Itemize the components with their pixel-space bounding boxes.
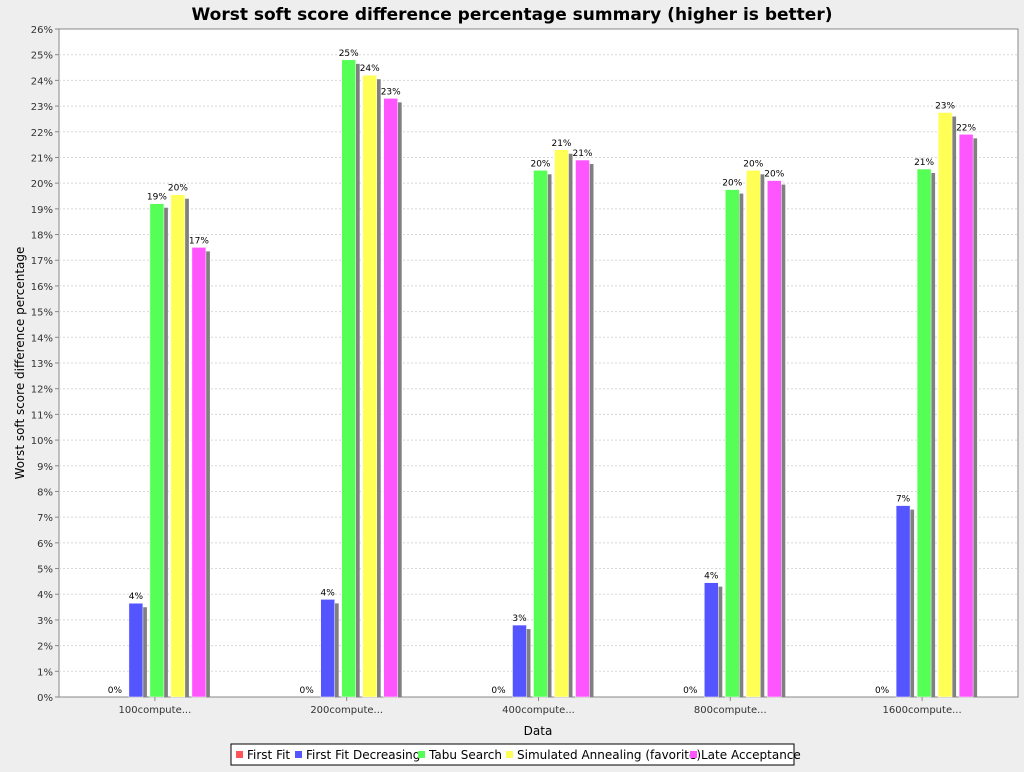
bars xyxy=(128,59,978,698)
legend-label: First Fit xyxy=(247,748,290,762)
y-axis-label: Worst soft score difference percentage xyxy=(13,247,27,480)
y-tick-label: 2% xyxy=(37,642,53,653)
chart-title: Worst soft score difference percentage s… xyxy=(192,5,833,25)
legend-swatch xyxy=(690,751,697,758)
data-label: 24% xyxy=(360,64,380,74)
data-label: 0% xyxy=(300,686,315,696)
x-tick-label: 1600compute... xyxy=(883,705,962,716)
y-tick-label: 11% xyxy=(31,410,53,421)
data-label: 20% xyxy=(722,179,742,189)
x-tick-label: 100compute... xyxy=(119,705,192,716)
bar xyxy=(149,203,165,698)
data-label: 0% xyxy=(875,686,890,696)
bar xyxy=(554,149,569,698)
y-tick-label: 0% xyxy=(37,693,53,704)
bar xyxy=(746,170,761,698)
y-tick-label: 5% xyxy=(37,565,53,576)
data-label: 0% xyxy=(491,686,506,696)
bar xyxy=(533,170,548,698)
bar xyxy=(362,74,377,698)
bar xyxy=(704,582,719,698)
bar xyxy=(191,247,207,698)
x-tick-label: 800compute... xyxy=(694,705,767,716)
data-label: 3% xyxy=(512,614,527,624)
y-tick-label: 6% xyxy=(37,539,53,550)
data-label: 17% xyxy=(189,236,209,246)
y-tick-label: 1% xyxy=(37,667,53,678)
y-tick-label: 12% xyxy=(31,385,53,396)
y-axis: 0% 1% 2% 3% 4% 5% 6% 7% 8% 9% 10% 11% 12% 13% 14% 15% 16… xyxy=(31,25,59,704)
y-tick-label: 26% xyxy=(31,25,53,36)
x-tick-label: 200compute... xyxy=(310,705,383,716)
legend-swatch xyxy=(418,751,425,758)
y-tick-label: 4% xyxy=(37,590,53,601)
y-tick-label: 14% xyxy=(31,333,53,344)
y-tick-label: 9% xyxy=(37,462,53,473)
legend-label: Simulated Annealing (favorite) xyxy=(517,748,701,762)
y-tick-label: 22% xyxy=(31,128,53,139)
y-tick-label: 19% xyxy=(31,205,53,216)
legend-label: Late Acceptance xyxy=(701,748,801,762)
data-label: 23% xyxy=(935,102,955,112)
legend-swatch xyxy=(295,751,302,758)
data-label: 21% xyxy=(914,158,934,168)
x-axis: 100compute... 200compute... 400compute... 8… xyxy=(119,697,962,716)
y-tick-label: 16% xyxy=(31,282,53,293)
bar xyxy=(320,599,335,698)
bar xyxy=(383,98,398,698)
bar xyxy=(937,112,953,698)
x-axis-label: Data xyxy=(524,724,553,738)
y-tick-label: 10% xyxy=(31,436,53,447)
y-tick-label: 3% xyxy=(37,616,53,627)
data-label: 4% xyxy=(321,588,336,598)
data-label: 21% xyxy=(551,139,571,149)
y-tick-label: 21% xyxy=(31,153,53,164)
y-tick-label: 25% xyxy=(31,51,53,62)
bar xyxy=(895,505,911,698)
legend-swatch xyxy=(236,751,243,758)
data-label: 0% xyxy=(108,686,123,696)
legend-label: First Fit Decreasing xyxy=(306,748,420,762)
data-label: 19% xyxy=(147,193,167,203)
y-tick-label: 8% xyxy=(37,487,53,498)
data-label: 20% xyxy=(530,159,550,169)
legend: First Fit First Fit Decreasing Tabu Search… xyxy=(230,743,801,766)
y-tick-label: 20% xyxy=(31,179,53,190)
bar xyxy=(958,134,974,698)
data-labels: 0%4%19%20%17%0%4%25%24%23%0%3%20%21%21%0… xyxy=(108,49,977,696)
y-tick-label: 24% xyxy=(31,76,53,87)
bar xyxy=(512,624,527,698)
legend-swatch xyxy=(506,751,513,758)
bar xyxy=(170,194,186,698)
data-label: 0% xyxy=(683,686,698,696)
x-tick-label: 400compute... xyxy=(502,705,575,716)
bar xyxy=(341,59,356,698)
data-label: 4% xyxy=(704,572,719,582)
y-tick-label: 15% xyxy=(31,308,53,319)
bar xyxy=(767,180,782,698)
y-tick-label: 13% xyxy=(31,359,53,370)
bar xyxy=(916,168,932,698)
data-label: 23% xyxy=(381,87,401,97)
data-label: 21% xyxy=(572,149,592,159)
data-label: 7% xyxy=(896,495,911,505)
data-label: 20% xyxy=(168,184,188,194)
data-label: 22% xyxy=(956,123,976,133)
legend-label: Tabu Search xyxy=(428,748,502,762)
data-label: 20% xyxy=(743,159,763,169)
data-label: 25% xyxy=(339,49,359,59)
y-tick-label: 23% xyxy=(31,102,53,113)
y-tick-label: 18% xyxy=(31,231,53,242)
bar xyxy=(128,602,144,698)
data-label: 20% xyxy=(764,170,784,180)
y-tick-label: 7% xyxy=(37,513,53,524)
bar xyxy=(725,189,740,698)
y-tick-label: 17% xyxy=(31,256,53,267)
bar xyxy=(575,159,590,698)
data-label: 4% xyxy=(129,592,144,602)
